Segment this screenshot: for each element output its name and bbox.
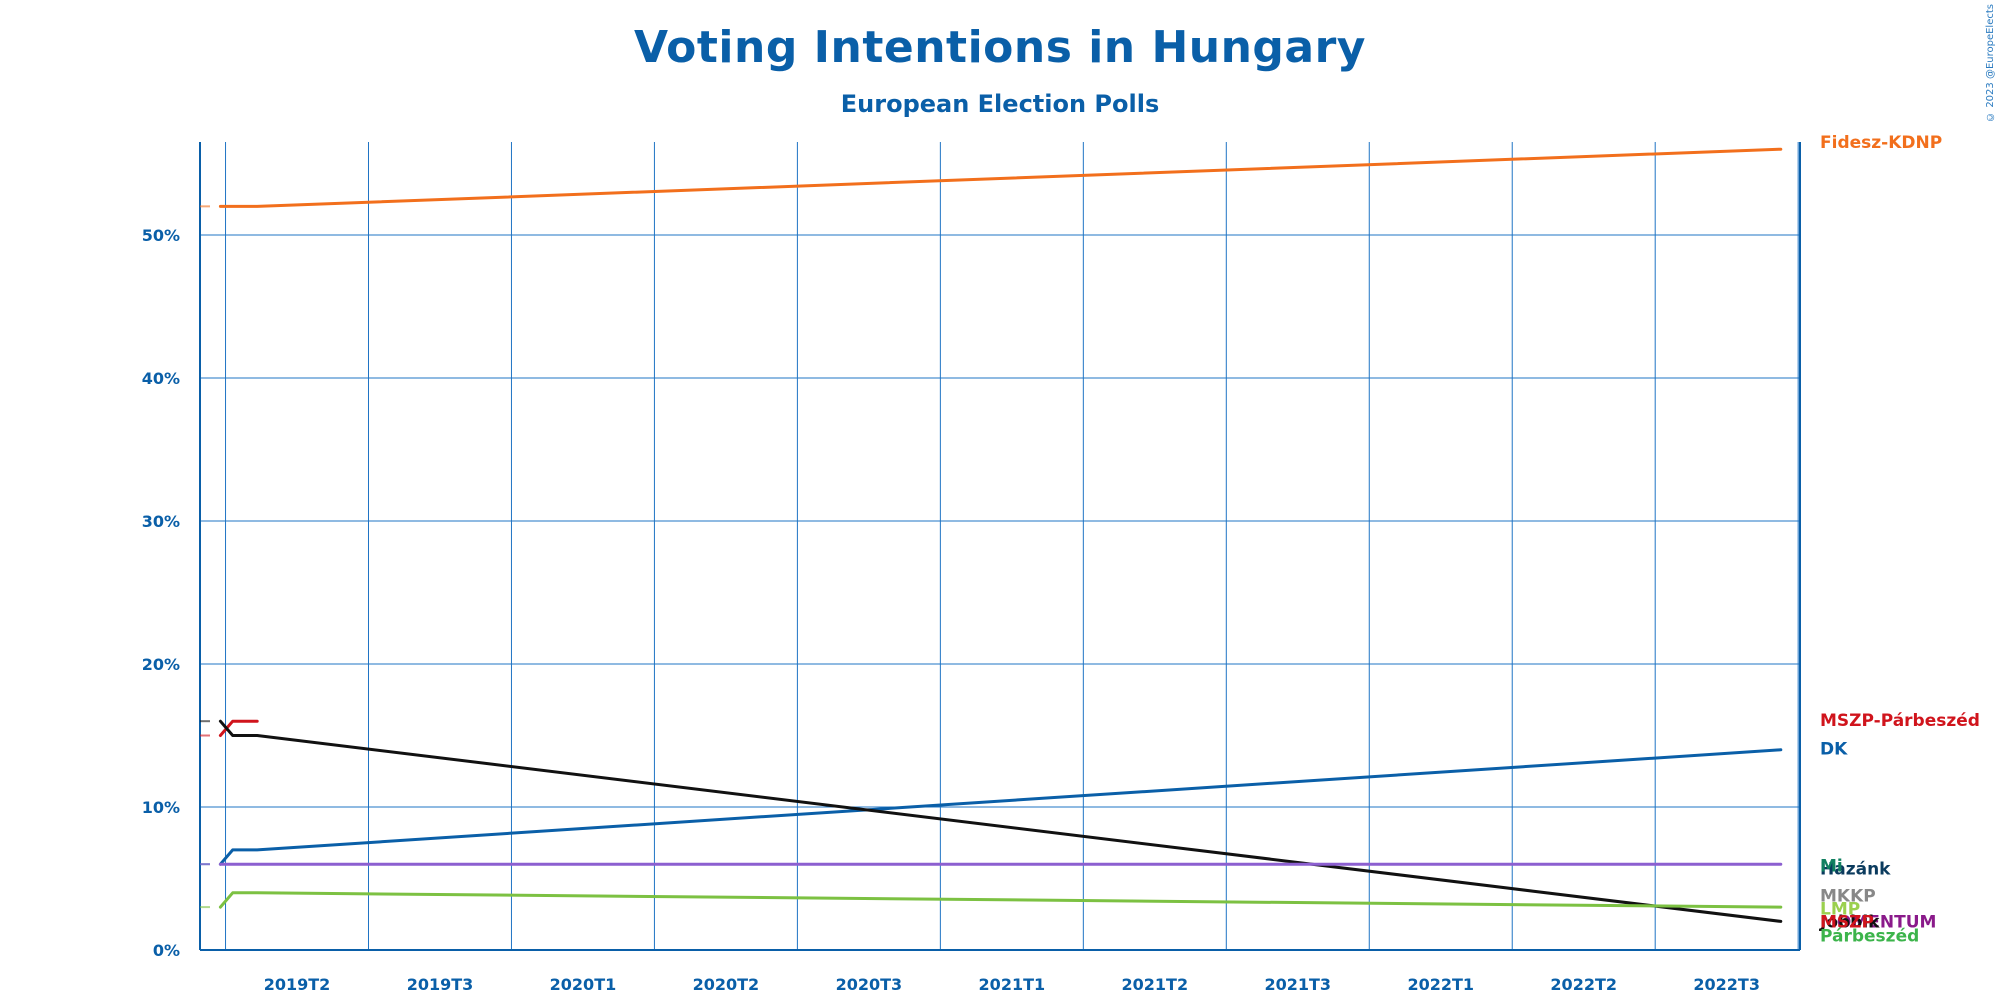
x-tick-label: 2022T3 [1693, 975, 1760, 994]
x-tick-label: 2021T2 [1122, 975, 1189, 994]
series-line [218, 891, 1783, 909]
series-line [218, 748, 1783, 866]
y-tick-label: 20% [142, 655, 180, 674]
series-line [218, 719, 1783, 923]
x-tick-label: 2022T1 [1407, 975, 1474, 994]
series-line [218, 147, 1783, 208]
series-end-label: Mi [1820, 857, 1843, 877]
chart-title: Voting Intentions in Hungary [634, 22, 1366, 73]
x-tick-label: 2019T3 [407, 975, 474, 994]
axes: 0% 10% 20% 30% 40% 50% 2019T2 2019T3 2020T1 2020T… [142, 142, 1801, 994]
series-end-label: MSZP-Párbeszéd [1820, 711, 1980, 731]
y-tick-label: 10% [142, 798, 180, 817]
series-end-label: Hazánk [1820, 859, 1891, 879]
x-tick-label: 2021T1 [979, 975, 1046, 994]
series-end-label: Jobbik [1819, 912, 1880, 932]
x-tick-label: 2019T2 [264, 975, 331, 994]
series-end-label: DK [1820, 739, 1848, 759]
grid [200, 142, 1800, 950]
series-end-label: MOMENTUM [1820, 912, 1936, 932]
y-tick-label: 30% [142, 512, 180, 531]
series-end-label: MKKP [1820, 887, 1876, 907]
x-tick-label: 2021T3 [1264, 975, 1331, 994]
x-tick-label: 2020T1 [550, 975, 617, 994]
y-tick-label: 50% [142, 226, 180, 245]
chart-subtitle: European Election Polls [840, 90, 1160, 118]
y-tick-label: 40% [142, 369, 180, 388]
series-line [218, 719, 259, 737]
x-tick-label: 2022T2 [1550, 975, 1617, 994]
y-tick-label: 0% [153, 941, 180, 960]
series-end-label: Párbeszéd [1820, 927, 1919, 947]
series-lines [200, 147, 1783, 923]
series-end-label: LMP [1820, 900, 1860, 920]
x-tick-label: 2020T2 [693, 975, 760, 994]
series-end-label: MSZP [1820, 912, 1874, 932]
x-tick-label: 2020T3 [836, 975, 903, 994]
series-end-label: Fidesz-KDNP [1820, 133, 1942, 153]
